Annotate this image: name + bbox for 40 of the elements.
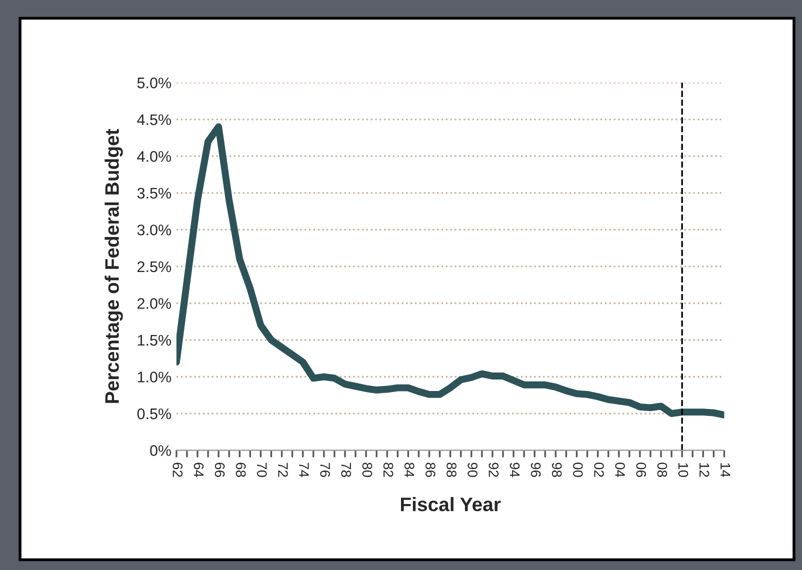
x-tick-label: 74: [299, 462, 309, 478]
x-tick-label: 02: [594, 462, 604, 477]
x-tick-label: 82: [383, 462, 394, 477]
x-tick-label: 90: [468, 462, 478, 478]
x-tick-label: 96: [530, 462, 541, 477]
x-tick-label: 88: [446, 462, 456, 477]
x-tick-label: 80: [362, 462, 372, 478]
x-tick-label: 84: [404, 462, 414, 478]
x-axis-title: Fiscal Year: [400, 496, 501, 512]
y-tick-label: 3.5%: [137, 188, 172, 199]
y-tick-label: 0.5%: [137, 408, 172, 420]
x-tick-label: 98: [552, 462, 562, 477]
x-tick-label: 68: [236, 462, 246, 477]
x-tick-label: 08: [657, 462, 668, 477]
y-tick-label: 4.5%: [137, 114, 172, 126]
x-tick-label: 04: [615, 462, 625, 478]
y-tick-label: 0%: [150, 445, 172, 456]
y-tick-label: 4.0%: [137, 151, 172, 162]
y-tick-label: 5.0%: [137, 78, 172, 88]
x-tick-label: 10: [678, 463, 688, 478]
x-tick-label: 76: [320, 462, 330, 477]
x-tick-label: 06: [636, 462, 646, 477]
y-tick-label: 3.0%: [137, 224, 172, 236]
x-tick-label: 00: [573, 462, 583, 478]
y-tick-label: 2.0%: [138, 298, 172, 309]
x-tick-label: 70: [256, 462, 267, 478]
y-tick-label: 1.5%: [138, 334, 172, 346]
x-tick-label: 92: [488, 462, 499, 477]
x-tick-label: 78: [341, 462, 352, 477]
x-tick-label: 72: [278, 462, 288, 477]
x-tick-label: 62: [172, 462, 183, 477]
x-tick-label: 94: [510, 462, 520, 478]
x-tick-label: 14: [720, 463, 730, 478]
x-tick-label: 64: [194, 462, 204, 478]
x-tick-label: 12: [700, 463, 710, 477]
y-axis-title: Percentage of Federal Budget: [104, 128, 123, 403]
y-tick-label: 2.5%: [138, 261, 172, 272]
x-tick-label: 86: [426, 462, 436, 477]
x-tick-label: 66: [214, 462, 225, 477]
y-tick-label: 1.0%: [138, 372, 172, 382]
